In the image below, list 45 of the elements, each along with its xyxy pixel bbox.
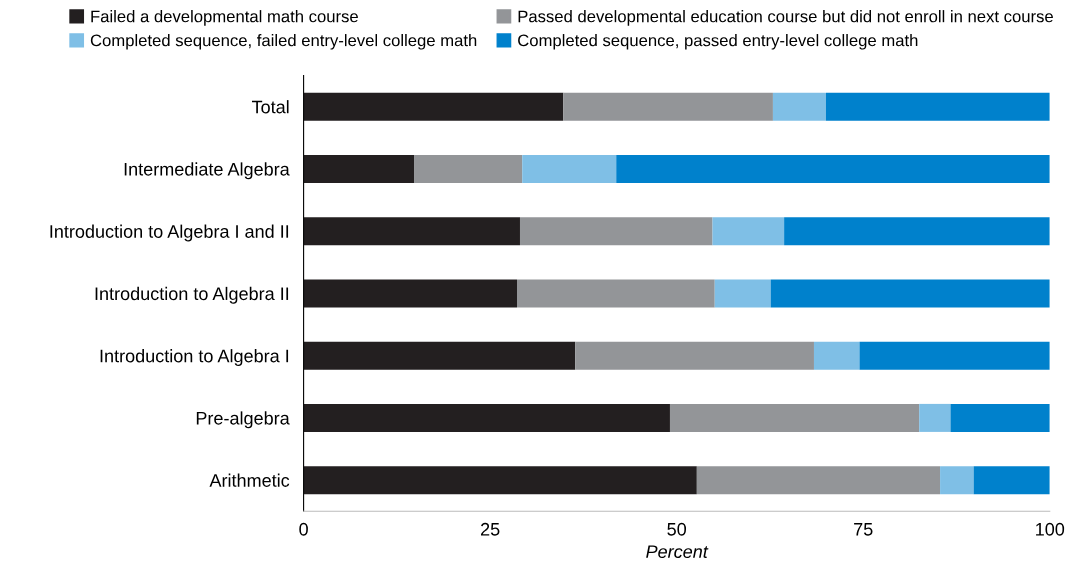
- bar: [712, 217, 785, 246]
- x-tick-label: 50: [667, 522, 687, 536]
- bar: [303, 154, 415, 183]
- bar: [303, 341, 576, 370]
- y-tick-label: Intermediate Algebra: [124, 162, 290, 180]
- bar: [940, 466, 974, 495]
- bar: [772, 92, 826, 121]
- bar: [303, 466, 697, 495]
- bar: [859, 341, 1050, 370]
- bar: [919, 403, 951, 432]
- x-tick-label: 75: [854, 523, 873, 536]
- legend-label: Passed developmental education course but did not enroll in next course: [518, 10, 1053, 26]
- bar: [973, 466, 1050, 495]
- x-tick-label: 25: [481, 522, 500, 536]
- x-axis-title: Percent: [646, 545, 709, 559]
- bar: [714, 279, 771, 308]
- bar: [303, 279, 517, 308]
- y-tick-label: Introduction to Algebra I and II: [50, 224, 289, 242]
- y-tick-label: Introduction to Algebra I: [100, 349, 289, 366]
- x-tick-label: 0: [299, 522, 308, 536]
- bar: [303, 217, 520, 246]
- x-tick-label: 100: [1036, 522, 1065, 536]
- bar: [669, 403, 920, 432]
- legend-label: Completed sequence, failed entry-level college math: [90, 34, 477, 50]
- bar: [825, 92, 1050, 121]
- bar: [303, 92, 564, 121]
- y-tick-label: Total: [251, 100, 289, 114]
- legend-label: Failed a developmental math course: [91, 10, 358, 26]
- y-tick-label: Arithmetic: [209, 473, 290, 487]
- bar: [522, 154, 617, 183]
- bar: [770, 279, 1050, 308]
- y-tick-label: Introduction to Algebra II: [95, 286, 289, 304]
- bar: [696, 466, 941, 495]
- bar: [563, 92, 773, 121]
- bar: [813, 341, 860, 370]
- bar: [616, 154, 1050, 183]
- legend-label: Completed sequence, passed entry-level college math: [518, 34, 918, 50]
- bar: [784, 217, 1050, 246]
- y-tick-label: Pre-algebra: [196, 411, 290, 429]
- bar: [575, 341, 814, 370]
- bar: [303, 403, 670, 432]
- bar: [519, 217, 713, 246]
- bar: [517, 279, 715, 308]
- bar: [950, 403, 1050, 432]
- bar: [414, 154, 523, 183]
